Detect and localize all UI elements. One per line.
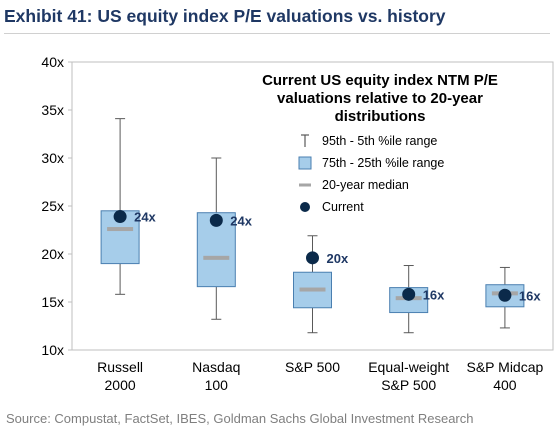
median-marker: [203, 255, 230, 260]
current-marker: [209, 213, 223, 227]
category-label: 100: [205, 377, 229, 393]
legend-label: 95th - 5th %ile range: [322, 134, 438, 148]
current-value-label: 24x: [134, 210, 156, 225]
y-tick-label: 30x: [41, 150, 64, 166]
chart-legend: Current US equity index NTM P/E valuatio…: [262, 72, 498, 218]
legend-label: 20-year median: [322, 178, 409, 192]
category-label: Russell: [97, 359, 143, 375]
legend-title: Current US equity index NTM P/E valuatio…: [262, 72, 498, 125]
legend-item-box: 75th - 25th %ile range: [296, 152, 498, 174]
category-label: S&P Midcap: [467, 359, 544, 375]
current-marker: [498, 288, 512, 302]
y-tick-label: 35x: [41, 102, 64, 118]
exhibit-title: Exhibit 41: US equity index P/E valuatio…: [4, 6, 446, 26]
category-label: 2000: [105, 377, 136, 393]
y-tick-label: 20x: [41, 246, 64, 262]
legend-label: 75th - 25th %ile range: [322, 156, 445, 170]
legend-item-median: 20-year median: [296, 174, 498, 196]
current-value-label: 20x: [327, 251, 349, 266]
current-marker: [402, 287, 416, 301]
legend-label: Current: [322, 200, 364, 214]
title-divider: [4, 33, 550, 34]
current-dot-icon: [296, 198, 314, 216]
legend-item-current: Current: [296, 196, 498, 218]
y-tick-label: 25x: [41, 198, 64, 214]
y-tick-label: 15x: [41, 294, 64, 310]
source-note: Source: Compustat, FactSet, IBES, Goldma…: [6, 411, 474, 426]
category-label: Nasdaq: [192, 359, 240, 375]
y-tick-label: 10x: [41, 342, 64, 358]
category-label: 400: [493, 377, 517, 393]
box-icon: [296, 154, 314, 172]
y-tick-label: 40x: [41, 54, 64, 70]
median-marker: [107, 227, 134, 232]
median-dash-icon: [296, 176, 314, 194]
current-value-label: 16x: [519, 288, 541, 303]
median-marker: [299, 287, 326, 292]
category-label: Equal-weight: [368, 359, 449, 375]
current-marker: [113, 210, 127, 224]
current-value-label: 24x: [230, 213, 252, 228]
current-value-label: 16x: [423, 287, 445, 302]
legend-item-whisker: 95th - 5th %ile range: [296, 130, 498, 152]
current-marker: [306, 251, 319, 265]
category-label: S&P 500: [285, 359, 340, 375]
whisker-icon: [296, 132, 314, 150]
category-label: S&P 500: [381, 377, 436, 393]
